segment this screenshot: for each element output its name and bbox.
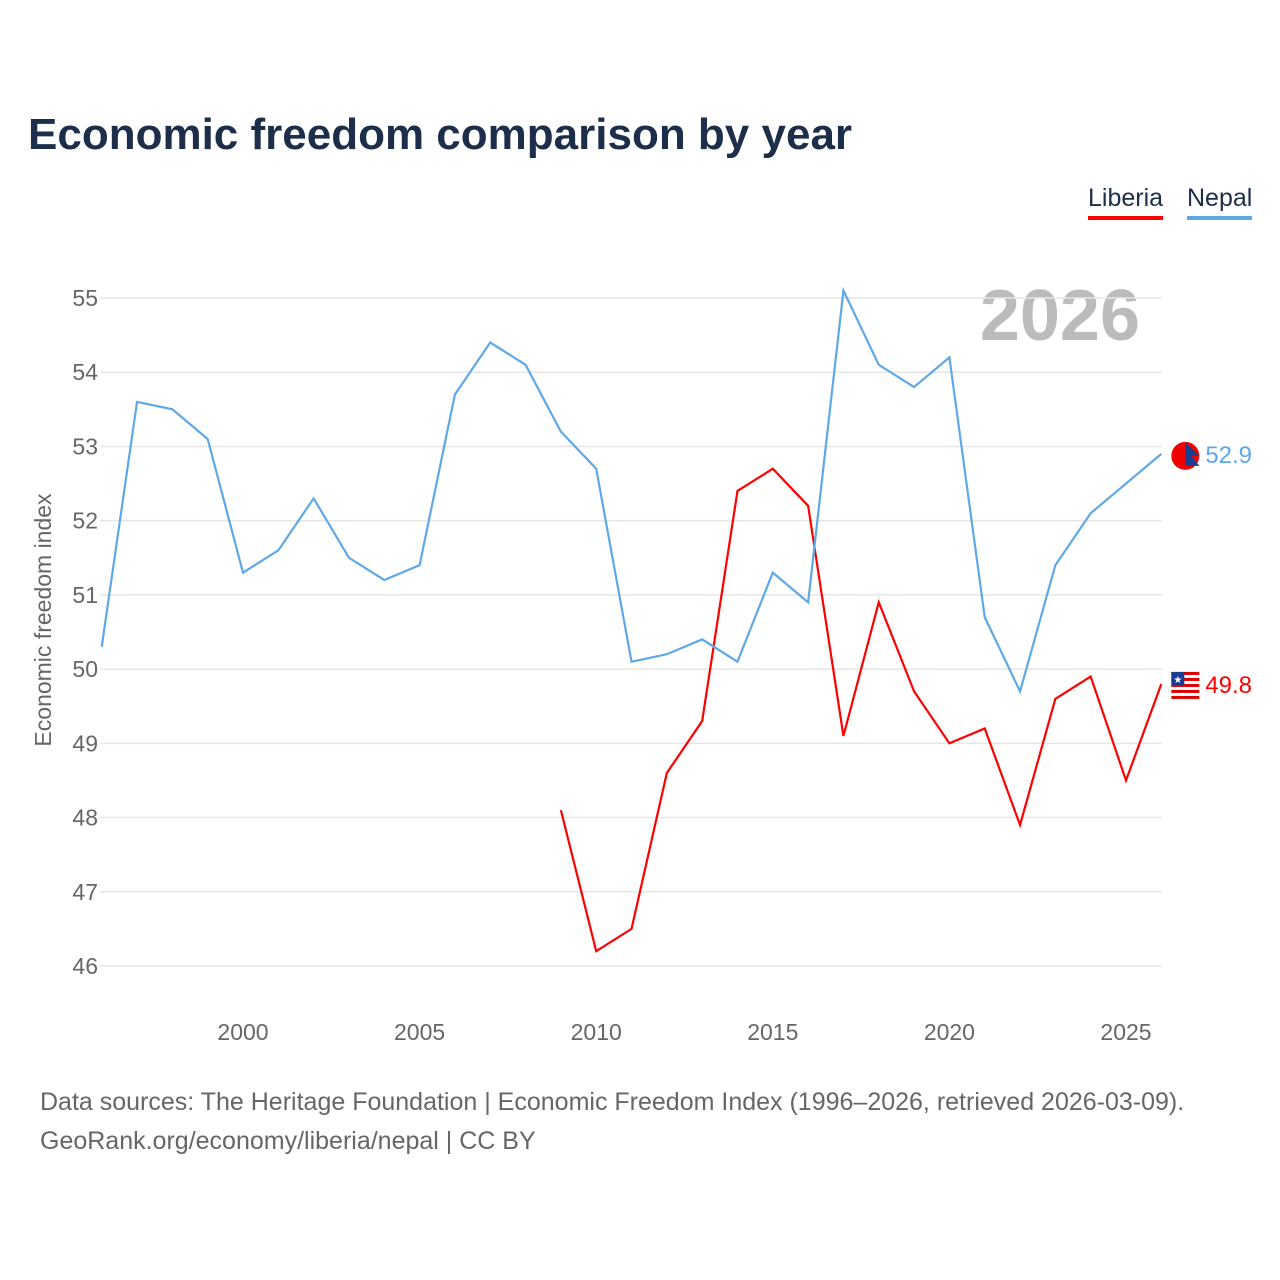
end-label-liberia: 49.8 xyxy=(1205,672,1252,699)
nepal-flag-icon xyxy=(1171,441,1200,470)
y-tick-label: 52 xyxy=(72,508,98,534)
source-url: GeoRank.org/economy/liberia/nepal | CC B… xyxy=(40,1127,536,1155)
end-label-nepal: 52.9 xyxy=(1205,442,1252,469)
series-line-nepal[interactable] xyxy=(100,286,1163,695)
y-tick-label: 47 xyxy=(72,879,98,905)
y-tick-label: 49 xyxy=(72,730,98,756)
x-tick-label: 2010 xyxy=(571,1019,622,1045)
y-tick-label: 46 xyxy=(72,953,98,979)
y-tick-label: 48 xyxy=(72,805,98,831)
y-tick-label: 50 xyxy=(72,656,98,682)
y-tick-label: 51 xyxy=(72,582,98,608)
series-line-liberia[interactable] xyxy=(559,467,1163,953)
svg-text:★: ★ xyxy=(1173,675,1182,686)
line-chart: 2026 46 47 48 49 50 51 52 53 54 55 2000 2005 2010 201… xyxy=(30,276,1252,1045)
y-tick-label: 53 xyxy=(72,433,98,459)
source-text: Data sources: The Heritage Foundation | … xyxy=(40,1088,1185,1116)
x-tick-label: 2005 xyxy=(394,1019,445,1045)
year-watermark: 2026 xyxy=(980,276,1140,356)
y-tick-label: 55 xyxy=(72,285,98,311)
x-tick-label: 2000 xyxy=(217,1019,268,1045)
x-tick-label: 2015 xyxy=(747,1019,798,1045)
y-tick-label: 54 xyxy=(72,359,98,385)
y-axis-label: Economic freedom index xyxy=(30,493,56,747)
x-tick-label: 2020 xyxy=(924,1019,975,1045)
liberia-flag-icon: ★ xyxy=(1171,671,1200,700)
chart-title: Economic freedom comparison by year xyxy=(28,110,853,159)
x-tick-label: 2025 xyxy=(1100,1019,1151,1045)
legend-nepal[interactable]: Nepal xyxy=(1187,184,1253,220)
legend-liberia[interactable]: Liberia xyxy=(1088,184,1164,220)
